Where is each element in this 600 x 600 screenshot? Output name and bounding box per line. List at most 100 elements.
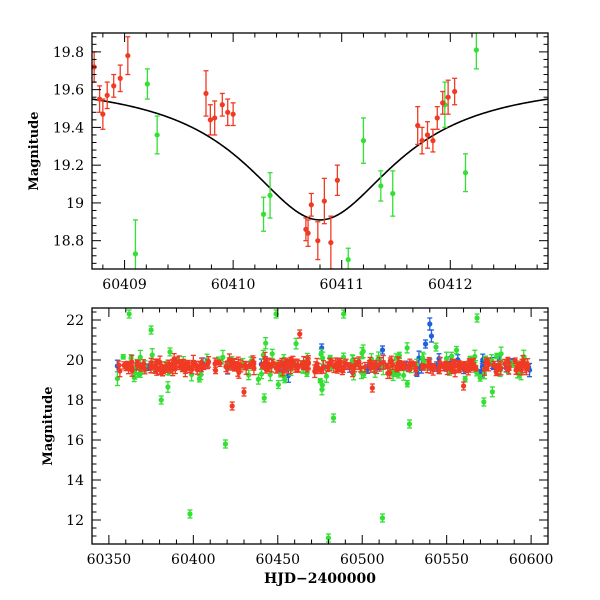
- data-point-marker: [189, 366, 195, 373]
- data-point-marker: [453, 347, 460, 353]
- green-data-point: [498, 346, 504, 361]
- green-data-point: [404, 342, 410, 354]
- data-point-marker: [148, 364, 154, 370]
- red-data-point: [357, 363, 364, 373]
- data-point-marker: [457, 364, 463, 370]
- red-data-point: [207, 104, 213, 136]
- data-point-marker: [410, 361, 416, 367]
- red-data-point: [111, 73, 117, 98]
- data-point-marker: [424, 132, 431, 138]
- data-point-marker: [452, 88, 458, 95]
- red-data-point: [270, 359, 276, 368]
- green-data-point: [406, 419, 413, 429]
- zoom-panel: 60409 60410 60411 60412 18.8 19 19.2 19.4 19.6 19…: [27, 32, 549, 293]
- red-data-point: [275, 364, 281, 373]
- red-data-point: [430, 128, 436, 153]
- red-data-point: [212, 100, 218, 136]
- green-data-point: [473, 33, 479, 70]
- data-point-marker: [261, 395, 267, 401]
- red-data-point: [241, 387, 247, 397]
- red-data-point: [493, 367, 499, 377]
- red-data-point: [505, 356, 511, 364]
- data-point-marker: [203, 90, 209, 97]
- red-data-point: [100, 98, 106, 130]
- axis-ticks: 60350 60400 60450 60500 60550 60600 12 14 16 18 20…: [66, 308, 553, 568]
- data-point-marker: [513, 367, 519, 373]
- data-point-marker: [505, 357, 511, 363]
- x-tick-label: 60450: [256, 552, 301, 568]
- data-point-marker: [380, 359, 386, 365]
- red-data-point: [321, 177, 327, 225]
- plot-frame: [91, 32, 549, 270]
- red-data-point: [334, 164, 340, 197]
- data-point-marker: [236, 369, 242, 375]
- red-data-point: [153, 360, 159, 370]
- red-data-point: [230, 102, 236, 127]
- red-data-point: [129, 364, 135, 377]
- green-data-point: [261, 393, 267, 403]
- green-data-point: [462, 153, 469, 193]
- data-point-marker: [117, 75, 123, 81]
- data-point-marker: [262, 355, 268, 361]
- red-data-point: [333, 357, 339, 373]
- data-point-marker: [421, 357, 427, 364]
- green-data-point: [158, 395, 164, 405]
- y-tick-label: 12: [66, 513, 84, 529]
- red-data-point: [289, 359, 295, 368]
- data-point-marker: [182, 367, 188, 373]
- data-point-marker: [360, 348, 366, 354]
- green-data-point: [404, 379, 410, 388]
- y-tick-label: 20: [66, 353, 84, 369]
- data-point-marker: [305, 360, 312, 367]
- data-point-marker: [427, 321, 433, 327]
- data-point-marker: [138, 364, 144, 370]
- data-point-marker: [443, 355, 450, 362]
- red-data-point: [426, 361, 432, 369]
- y-tick-label: 16: [66, 433, 84, 449]
- red-data-point: [308, 192, 314, 217]
- data-point-marker: [518, 367, 524, 373]
- red-data-point: [415, 105, 421, 146]
- red-data-point: [223, 361, 229, 373]
- data-point-marker: [401, 372, 407, 379]
- red-data-point: [387, 366, 393, 380]
- data-point-marker: [413, 366, 419, 372]
- data-point-marker: [334, 177, 340, 183]
- data-point-marker: [104, 92, 110, 98]
- data-point-marker: [390, 362, 396, 368]
- data-point-marker: [325, 535, 332, 541]
- data-point-marker: [212, 115, 218, 121]
- data-point-marker: [158, 366, 164, 372]
- red-data-point: [420, 364, 426, 371]
- x-axis-label: HJD−2400000: [264, 571, 376, 587]
- green-data-point: [379, 513, 386, 523]
- data-point-marker: [187, 511, 193, 517]
- red-data-point: [104, 81, 110, 110]
- red-data-point: [342, 360, 349, 370]
- data-point-marker: [144, 81, 150, 87]
- data-point-marker: [225, 109, 231, 115]
- data-point-marker: [419, 138, 425, 144]
- data-point-marker: [154, 132, 160, 138]
- full-light-curve-panel: 60350 60400 60450 60500 60550 60600 12 14 16 18 20…: [41, 307, 553, 587]
- red-data-point: [451, 360, 457, 369]
- green-data-point: [489, 386, 495, 398]
- data-point-marker: [434, 115, 440, 121]
- y-tick-label: 14: [66, 473, 84, 489]
- green-data-point: [453, 345, 460, 355]
- data-point-marker: [320, 355, 326, 361]
- x-tick-label: 60409: [102, 277, 147, 293]
- y-tick-label: 22: [66, 313, 84, 329]
- data-point-marker: [205, 359, 212, 365]
- x-tick-label: 60500: [340, 552, 385, 568]
- data-point-marker: [330, 415, 337, 421]
- data-point-marker: [320, 364, 327, 370]
- data-point-marker: [522, 363, 528, 369]
- data-point-marker: [433, 344, 439, 350]
- red-data-point: [294, 363, 301, 373]
- red-data-point: [243, 361, 249, 375]
- y-tick-label: 19: [66, 196, 84, 212]
- red-data-point: [172, 360, 178, 367]
- data-point-marker: [258, 371, 265, 377]
